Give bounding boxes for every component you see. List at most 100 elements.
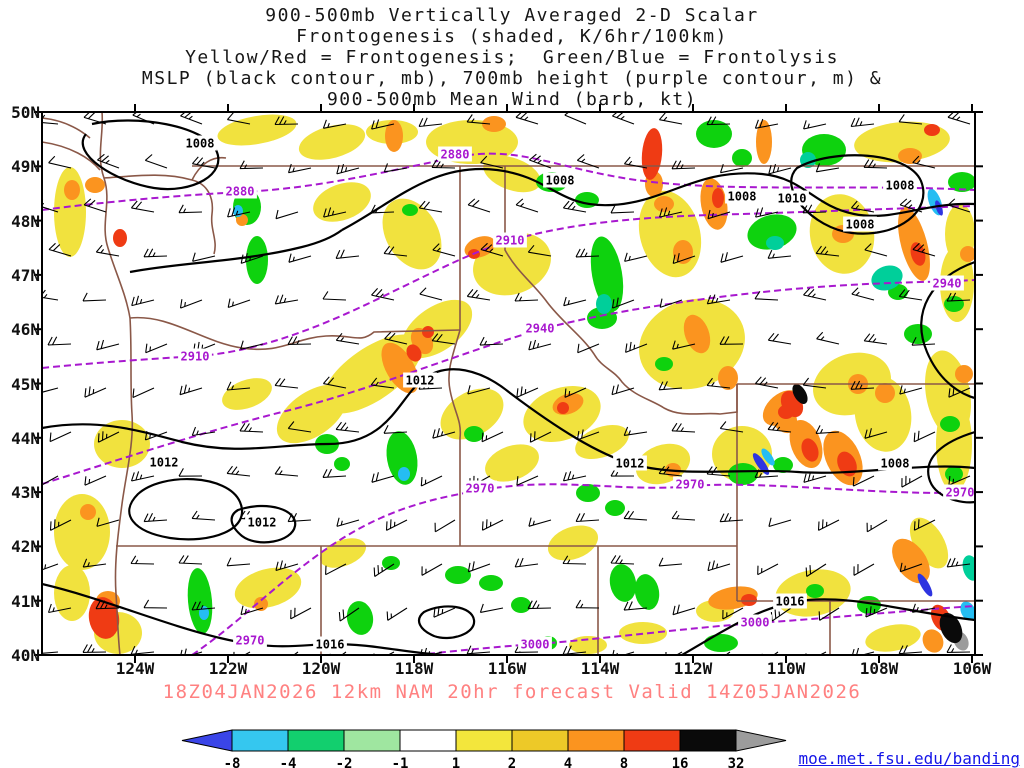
- lon-tick-label: 114W: [580, 659, 620, 678]
- mslp-label-bg: [878, 455, 912, 471]
- mslp-label: 1008: [728, 190, 757, 204]
- lat-tick-label: 46N: [11, 320, 40, 340]
- colorbar-tick-label: 16: [672, 756, 689, 768]
- mslp-label-bg: [775, 190, 809, 206]
- lat-tick-label: 50N: [11, 103, 40, 122]
- colorbar: -8 -4 -2 -1 1 2 4 8 16 32: [181, 729, 787, 768]
- id-mt-border: [504, 166, 738, 415]
- mslp-contour-1010-loop: [790, 154, 925, 235]
- height-label-bg: [438, 146, 472, 162]
- mslp-contour-1008-nw: [81, 119, 220, 191]
- lat-tick-label: 43N: [11, 483, 40, 503]
- mslp-label: 1008: [846, 218, 875, 232]
- colorbar-segment: [399, 729, 457, 752]
- mslp-label: 1012: [406, 374, 435, 388]
- lon-tick-label: 120W: [301, 659, 341, 678]
- mslp-label-bg: [543, 172, 577, 188]
- mslp-label-bg: [245, 514, 279, 530]
- colorbar-segment: [511, 729, 569, 752]
- mslp-label: 1008: [881, 457, 910, 471]
- contour-labels: 1008 1008 1008 1010 1008 1008 1008 1012 1012 1012…: [147, 135, 977, 652]
- mslp-contour-1012-main: [42, 368, 975, 474]
- height-label-bg: [518, 636, 552, 652]
- footer-link[interactable]: moe.met.fsu.edu/banding: [798, 749, 1020, 768]
- lat-tick-label: 45N: [11, 374, 40, 394]
- height-label: 2970: [236, 634, 265, 648]
- mslp-contour-1012-ovals: [128, 478, 297, 544]
- colorbar-tick-label: -8: [224, 756, 241, 768]
- colorbar-segment: [287, 729, 345, 752]
- wind-barbs: [42, 112, 971, 655]
- mslp-label-bg: [843, 216, 877, 232]
- mslp-label-bg: [773, 593, 807, 609]
- height-label: 3000: [521, 638, 550, 652]
- colorbar-tick-label: 2: [508, 756, 516, 768]
- colorbar-right-arrow: [735, 729, 787, 752]
- height-label-bg: [523, 320, 557, 336]
- colorbar-segment: [455, 729, 513, 752]
- colorbar-tick-label: 32: [728, 756, 745, 768]
- lon-tick-label: 124W: [115, 659, 155, 678]
- height-label: 2880: [441, 148, 470, 162]
- colorbar-segment: [623, 729, 681, 752]
- lon-tick-label: 122W: [208, 659, 248, 678]
- wa-or-border: [129, 316, 461, 351]
- pacific-coastline: [99, 112, 134, 655]
- colorbar-segment: [567, 729, 625, 752]
- mslp-label: 1012: [150, 456, 179, 470]
- height-label-bg: [463, 480, 497, 496]
- lat-tick-label: 44N: [11, 428, 40, 448]
- lat-tick-label: 48N: [11, 211, 40, 231]
- mslp-label: 1012: [616, 457, 645, 471]
- mslp-contour-1016-sw: [42, 582, 443, 655]
- lon-tick-label: 112W: [673, 659, 713, 678]
- mslp-label: 1016: [316, 638, 345, 652]
- height-label-bg: [673, 476, 707, 492]
- mslp-label-bg: [403, 372, 437, 388]
- colorbar-segment: [343, 729, 401, 752]
- title-line-1: 900-500mb Vertically Averaged 2-D Scalar: [265, 5, 759, 26]
- height-label: 2970: [676, 478, 705, 492]
- id-west-border: [448, 166, 462, 546]
- height-label-bg: [178, 348, 212, 364]
- mslp-label: 1008: [886, 179, 915, 193]
- height-label-bg: [943, 484, 977, 500]
- lat-tick-label: 47N: [11, 265, 40, 285]
- lon-tick-label: 118W: [394, 659, 434, 678]
- colorbar-tick-label: -2: [336, 756, 353, 768]
- lon-tick-label: 108W: [859, 659, 899, 678]
- height-contour-2880: [42, 152, 975, 211]
- mslp-label-bg: [147, 454, 181, 470]
- lon-tick-label: 110W: [766, 659, 806, 678]
- colorbar-tick-label: -4: [280, 756, 297, 768]
- height-label: 2970: [946, 486, 975, 500]
- height-label-bg: [493, 232, 527, 248]
- map-canvas: 1008 1008 1008 1010 1008 1008 1008 1012 1012 1012…: [34, 104, 983, 663]
- title-line-4: MSLP (black contour, mb), 700mb height (…: [141, 68, 883, 89]
- height-label: 2910: [181, 350, 210, 364]
- puget-sound-coast: [103, 156, 227, 255]
- mslp-contour-1008-belt: [341, 167, 975, 231]
- height-label: 3000: [741, 616, 770, 630]
- lat-tick-label: 49N: [11, 157, 40, 177]
- map-frame: [41, 111, 976, 656]
- colorbar-segment: [231, 729, 289, 752]
- colorbar-segment: [679, 729, 737, 752]
- height-label: 2970: [466, 482, 495, 496]
- vancouver-island-coast: [42, 117, 101, 171]
- height-label-bg: [223, 183, 257, 199]
- title-line-2: Frontogenesis (shaded, K/6hr/100km): [296, 26, 728, 47]
- mslp-label-bg: [313, 636, 347, 652]
- height-label-bg: [738, 614, 772, 630]
- frontogenesis-shading: [54, 114, 975, 654]
- height-label: 2940: [526, 322, 555, 336]
- mslp-label: 1008: [546, 174, 575, 188]
- mslp-contour-small-loop: [417, 605, 476, 640]
- mslp-label-bg: [883, 177, 917, 193]
- lon-tick-label: 106W: [952, 659, 992, 678]
- colorbar-tick-label: 1: [452, 756, 460, 768]
- lat-tick-label: 40N: [11, 646, 40, 665]
- lat-tick-label: 42N: [11, 537, 40, 557]
- mslp-label-bg: [613, 455, 647, 471]
